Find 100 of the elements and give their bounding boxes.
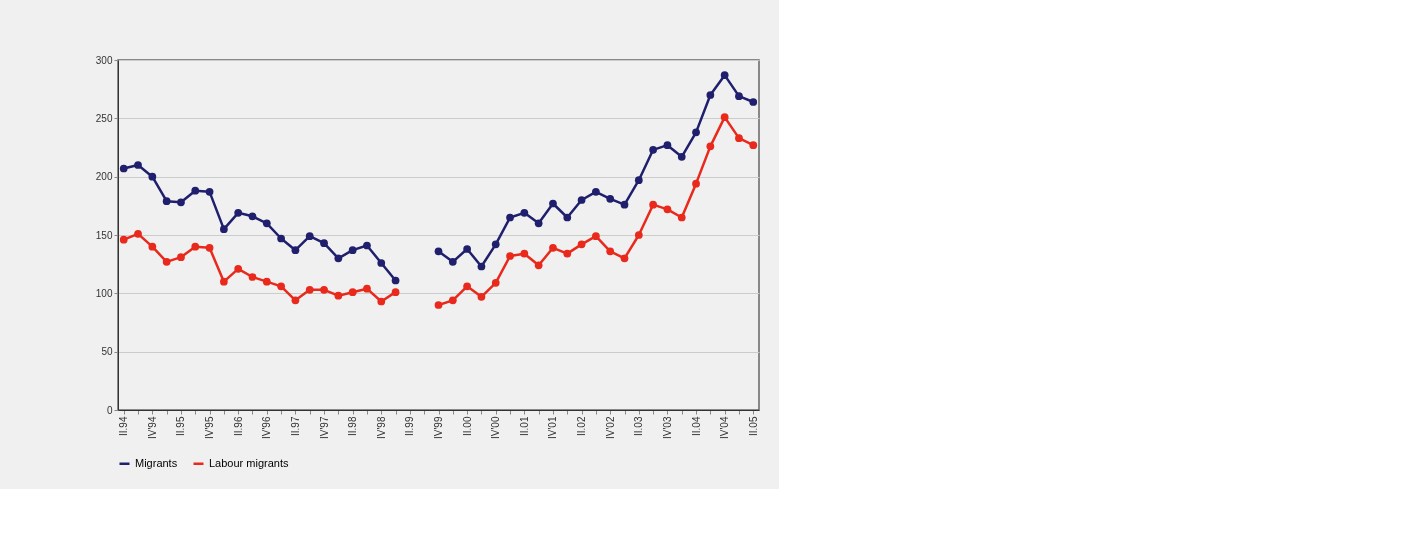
point (377, 297, 386, 306)
point (534, 219, 543, 228)
point (620, 254, 629, 263)
point (534, 261, 543, 270)
point (663, 141, 672, 150)
point (677, 152, 686, 161)
y-tick-label: 200 (95, 171, 113, 183)
x-tick-label: IV'99 (433, 416, 444, 439)
point (491, 278, 500, 287)
point (434, 301, 443, 309)
x-tick-label: II.00 (461, 416, 473, 436)
y-tick-label: 100 (95, 287, 113, 299)
x-tick-label: II.99 (404, 416, 416, 436)
point (448, 296, 457, 305)
point (248, 273, 257, 281)
point (634, 231, 643, 239)
x-tick-label: IV'96 (261, 416, 273, 439)
point (463, 282, 471, 291)
point (334, 254, 343, 263)
point (663, 205, 672, 214)
point (377, 259, 386, 267)
x-tick-label: II.95 (175, 416, 187, 436)
point (191, 186, 200, 195)
point (262, 277, 271, 286)
point (592, 232, 600, 241)
point (720, 113, 729, 122)
point (134, 161, 142, 169)
point (477, 262, 486, 271)
point (549, 243, 557, 252)
x-tick-label: II.01 (518, 416, 530, 436)
point (277, 234, 285, 243)
point (563, 213, 572, 222)
point (119, 235, 128, 244)
x-tick-label: II.02 (576, 416, 588, 436)
point (162, 197, 171, 206)
point (348, 246, 357, 255)
x-tick-label: IV'94 (146, 416, 158, 439)
point (363, 241, 371, 250)
point (234, 208, 243, 217)
point (434, 247, 443, 256)
point (649, 200, 657, 209)
point (348, 288, 357, 297)
point (477, 292, 486, 301)
x-tick-label: II.98 (347, 416, 359, 436)
point (592, 187, 600, 196)
point (205, 187, 214, 196)
x-tick-label: IV'98 (375, 416, 387, 439)
x-tick-label: II.05 (747, 416, 759, 436)
y-tick-label: 250 (95, 112, 113, 124)
point (491, 240, 500, 249)
point (706, 91, 715, 99)
point (506, 213, 514, 222)
point (677, 213, 686, 222)
x-tick-label: IV'97 (318, 416, 330, 439)
y-tick-label: 300 (95, 54, 113, 66)
x-tick-label: II.04 (690, 416, 702, 436)
point (649, 145, 657, 154)
point (520, 208, 529, 217)
point (119, 164, 128, 173)
x-tick-label: II.97 (289, 416, 301, 436)
x-tick-label: IV'03 (661, 416, 673, 439)
point (277, 282, 285, 291)
point (391, 276, 400, 285)
point (162, 257, 171, 266)
point (749, 141, 758, 150)
point (262, 219, 271, 228)
point (549, 199, 557, 208)
x-tick-label: II.94 (118, 416, 130, 436)
point (363, 284, 371, 293)
legend-label: Labour migrants (209, 456, 289, 469)
x-tick-label: II.03 (633, 416, 645, 436)
point (320, 239, 328, 248)
point (334, 291, 343, 300)
point (606, 194, 615, 203)
x-tick-label: IV'00 (490, 416, 502, 439)
point (134, 229, 142, 238)
point (220, 277, 228, 286)
point (692, 179, 700, 188)
point (291, 246, 300, 255)
point (148, 242, 157, 251)
point (749, 98, 758, 106)
point (577, 196, 586, 204)
point (506, 252, 514, 260)
point (606, 247, 615, 256)
point (291, 296, 300, 305)
point (220, 225, 228, 234)
y-tick-label: 50 (101, 346, 113, 358)
point (720, 71, 729, 80)
point (148, 172, 157, 181)
y-tick-label: 0 (106, 404, 113, 416)
x-tick-label: IV'02 (604, 416, 616, 439)
point (205, 243, 214, 252)
point (620, 200, 629, 209)
point (692, 128, 700, 137)
x-tick-label: IV'95 (204, 416, 216, 439)
point (320, 285, 328, 294)
point (234, 264, 243, 273)
point (177, 253, 185, 262)
point (248, 212, 257, 221)
point (520, 249, 529, 258)
